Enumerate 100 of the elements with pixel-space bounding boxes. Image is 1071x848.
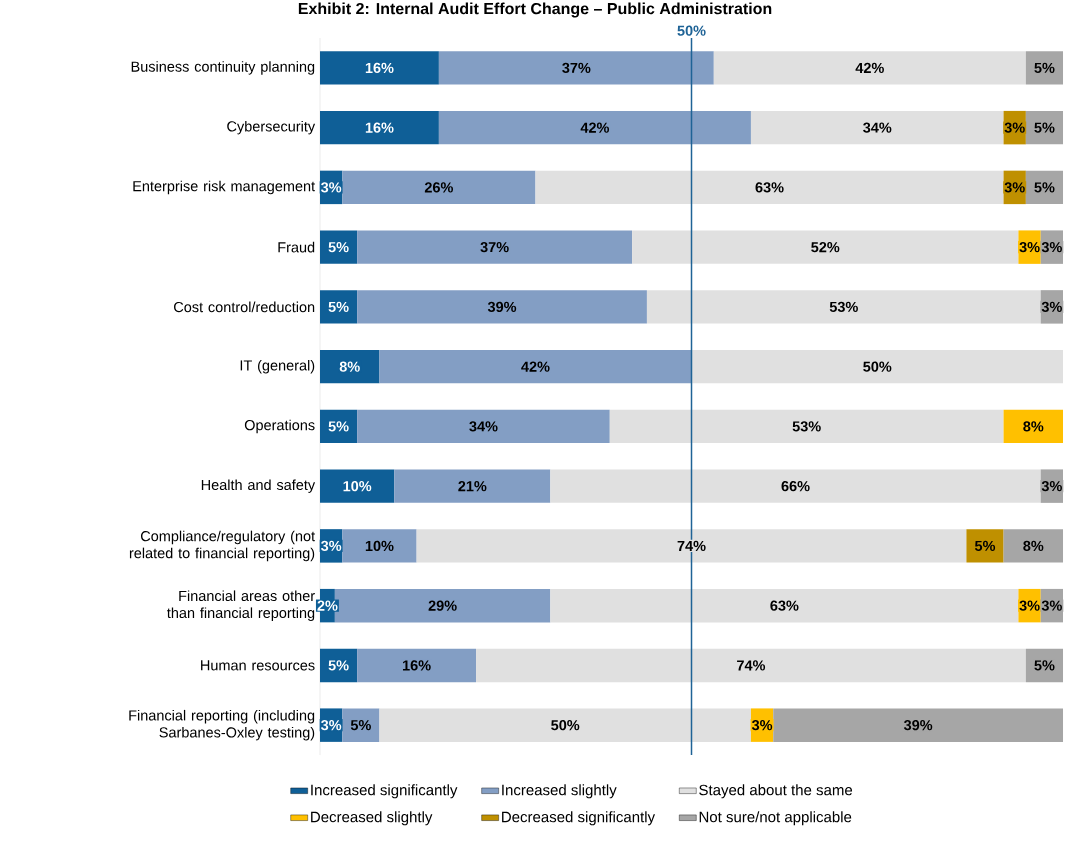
data-label: 16% bbox=[402, 660, 431, 671]
data-label: 29% bbox=[428, 600, 457, 611]
data-label: 39% bbox=[903, 720, 933, 731]
y-tick-label: Fraud bbox=[278, 241, 315, 253]
data-label: 5% bbox=[328, 660, 349, 671]
y-tick-label: Financial reporting (including Sarbanes-Oxley testing) bbox=[129, 709, 315, 741]
y-tick-label: Cybersecurity bbox=[227, 120, 316, 135]
y-tick-label: Cost control/reduction bbox=[174, 301, 315, 313]
data-label: 10% bbox=[365, 540, 394, 552]
data-label: 5% bbox=[328, 301, 349, 312]
bar bbox=[394, 469, 551, 503]
y-tick-label: Compliance/regulatory (not related to financial reporting) bbox=[129, 530, 315, 562]
data-label: 3% bbox=[1019, 241, 1040, 253]
chart-title: Exhibit 2: Internal Audit Effort Change – Public Administration bbox=[298, 2, 772, 18]
data-label: 34% bbox=[469, 421, 498, 432]
data-label: 42% bbox=[521, 361, 550, 372]
data-label: 3% bbox=[1004, 182, 1025, 193]
data-label: 5% bbox=[1034, 122, 1055, 133]
bar bbox=[691, 349, 1064, 384]
bar bbox=[550, 588, 1019, 623]
data-label: 16% bbox=[365, 122, 394, 133]
bar bbox=[438, 110, 751, 145]
data-label: 8% bbox=[1023, 421, 1044, 432]
data-label: 5% bbox=[328, 242, 349, 253]
bar bbox=[357, 409, 610, 444]
data-label: 3% bbox=[1041, 241, 1062, 253]
data-label: 3% bbox=[321, 182, 342, 193]
data-label: 5% bbox=[350, 720, 371, 731]
data-label: 42% bbox=[855, 62, 884, 73]
legend-label: Decreased slightly bbox=[311, 811, 433, 826]
data-label: 16% bbox=[365, 62, 394, 74]
bar bbox=[438, 51, 714, 85]
data-label: 37% bbox=[562, 62, 591, 74]
bar bbox=[379, 708, 751, 742]
data-label: 5% bbox=[1034, 182, 1055, 193]
bar bbox=[1003, 529, 1064, 563]
y-tick-label: Business continuity planning bbox=[131, 61, 315, 75]
data-label: 5% bbox=[974, 540, 996, 552]
bar bbox=[550, 469, 1041, 503]
data-label: 53% bbox=[829, 301, 858, 313]
data-label: 26% bbox=[424, 182, 454, 193]
bar bbox=[632, 230, 1019, 264]
data-label: 8% bbox=[339, 361, 360, 372]
y-tick-label: IT (general) bbox=[240, 359, 315, 374]
data-label: 5% bbox=[1034, 660, 1055, 671]
data-label: 3% bbox=[321, 720, 342, 731]
ref-line-label: 50% bbox=[677, 25, 706, 36]
data-label: 3% bbox=[1041, 481, 1062, 492]
bar bbox=[750, 110, 1004, 145]
data-label: 21% bbox=[458, 481, 487, 492]
data-label: 3% bbox=[1041, 301, 1062, 313]
data-label: 2% bbox=[317, 600, 338, 611]
data-label: 53% bbox=[792, 421, 821, 432]
bar bbox=[609, 409, 1004, 444]
legend-label: Stayed about the same bbox=[699, 784, 853, 799]
y-tick-label: Financial areas other than financial reporting bbox=[167, 590, 315, 621]
data-label: 63% bbox=[755, 182, 784, 193]
bar bbox=[773, 708, 1064, 742]
y-tick-label: Operations bbox=[244, 419, 315, 434]
legend-label: Increased significantly bbox=[311, 784, 458, 799]
bar bbox=[379, 349, 692, 384]
data-label: 5% bbox=[1034, 62, 1055, 73]
legend-label: Increased slightly bbox=[502, 784, 617, 799]
bar bbox=[320, 51, 439, 85]
data-label: 3% bbox=[1004, 122, 1025, 133]
data-label: 50% bbox=[863, 361, 892, 372]
bar bbox=[320, 469, 395, 503]
bar bbox=[357, 648, 477, 683]
data-label: 3% bbox=[321, 540, 342, 552]
data-label: 63% bbox=[770, 600, 799, 611]
y-tick-label: Enterprise risk management bbox=[133, 180, 315, 195]
bar bbox=[646, 290, 1041, 324]
data-label: 34% bbox=[863, 122, 892, 133]
legend-label: Decreased significantly bbox=[502, 811, 656, 826]
bar bbox=[320, 110, 439, 145]
bar bbox=[342, 170, 536, 205]
data-label: 3% bbox=[751, 720, 773, 731]
bar bbox=[357, 290, 647, 324]
data-label: 8% bbox=[1023, 540, 1044, 552]
data-label: 5% bbox=[328, 421, 349, 432]
data-label: 37% bbox=[480, 241, 509, 253]
bar bbox=[535, 170, 1004, 205]
bar bbox=[713, 51, 1026, 85]
legend-label: Not sure/not applicable bbox=[699, 811, 852, 826]
bar bbox=[342, 529, 417, 563]
data-label: 74% bbox=[677, 540, 706, 551]
y-tick-label: Human resources bbox=[201, 660, 315, 671]
y-tick-label: Health and safety bbox=[201, 479, 316, 493]
data-label: 52% bbox=[811, 242, 840, 253]
data-label: 10% bbox=[343, 481, 372, 492]
bar bbox=[476, 648, 1026, 683]
bar bbox=[357, 230, 633, 264]
data-label: 3% bbox=[1019, 600, 1040, 611]
data-label: 3% bbox=[1041, 600, 1062, 611]
data-label: 66% bbox=[781, 481, 810, 492]
data-label: 42% bbox=[580, 122, 610, 133]
data-label: 50% bbox=[551, 720, 580, 731]
data-label: 39% bbox=[487, 301, 517, 313]
data-label: 74% bbox=[737, 660, 766, 671]
bar bbox=[416, 529, 967, 563]
